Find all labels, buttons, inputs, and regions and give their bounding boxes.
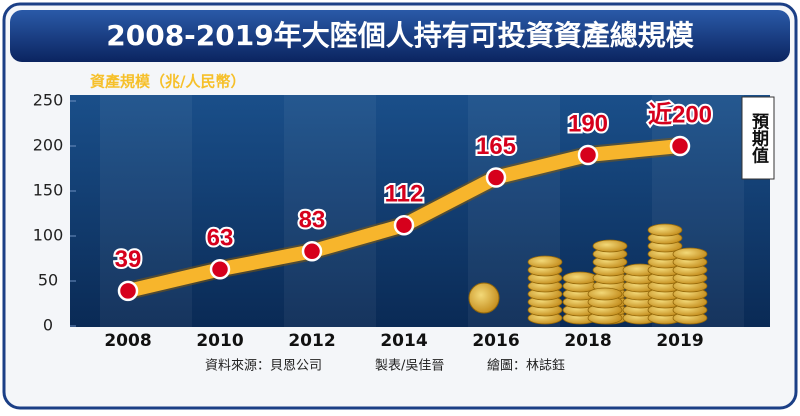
source: 繪圖：林誌鈺 [487, 358, 565, 374]
annotation-box [741, 96, 775, 180]
y-tick-label: 0 [43, 316, 53, 335]
value-label: 165 [476, 133, 516, 160]
y-tick-label: 100 [33, 226, 64, 245]
marker [209, 259, 231, 280]
marker [301, 241, 323, 262]
source: 製表/吳佳晉 [375, 359, 444, 374]
marker [393, 214, 415, 236]
value-label: 83 [299, 207, 326, 234]
x-tick-label: 2018 [564, 331, 611, 351]
source: 資料來源：貝恩公司 [205, 359, 322, 374]
value-label: 63 [207, 225, 234, 252]
value-label: 39 [115, 246, 142, 273]
x-tick-label: 2010 [196, 331, 243, 351]
x-tick-label: 2008 [104, 331, 151, 351]
y-tick-label: 50 [38, 271, 58, 290]
annotation: 預期值 [748, 112, 769, 164]
coin [672, 247, 708, 261]
title-band [10, 10, 790, 62]
value-label: 190 [568, 110, 608, 137]
y-tick-label: 150 [33, 181, 64, 200]
value-label: 近200 [648, 101, 712, 128]
y-tick-label: 200 [33, 136, 64, 155]
coin [592, 239, 628, 253]
stripe [284, 95, 376, 327]
marker [485, 167, 507, 188]
coin [587, 287, 623, 301]
coin [468, 282, 500, 314]
y-tick-label: 250 [33, 91, 64, 110]
x-tick-label: 2016 [472, 331, 519, 351]
marker [577, 144, 599, 166]
coin [647, 223, 683, 237]
coin [562, 271, 598, 285]
coins [468, 223, 708, 325]
marker [669, 135, 691, 157]
y-axis-label: 資產規模（兆/人民幣） [90, 73, 245, 91]
x-tick-label: 2014 [380, 331, 427, 351]
value-label: 112 [385, 181, 424, 208]
marker [117, 280, 139, 302]
coin [527, 255, 563, 269]
x-tick-label: 2012 [288, 331, 335, 351]
x-tick-label: 2019 [656, 331, 703, 351]
chart-title: 2008-2019年大陸個人持有可投資資產總規模 [106, 19, 694, 52]
